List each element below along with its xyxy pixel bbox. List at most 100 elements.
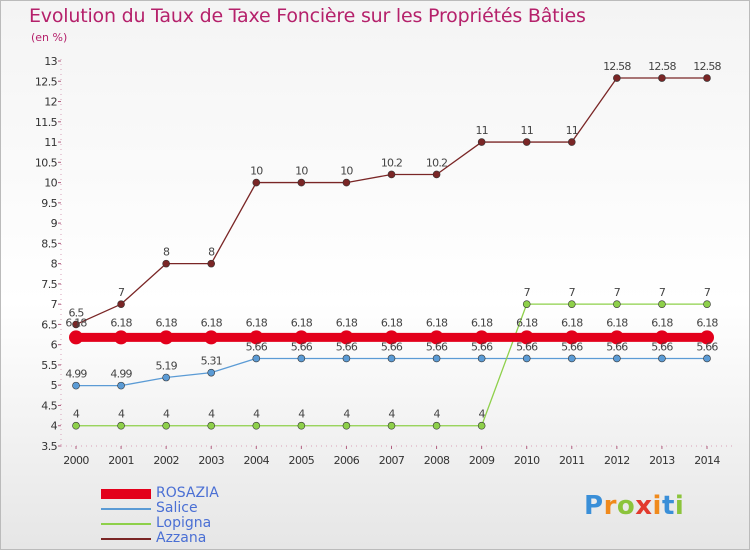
data-point-rosazia [114,330,129,345]
data-point-lopigna [387,421,396,430]
legend-swatch-lopigna [101,523,151,525]
y-tick-label: 7.5 [41,278,57,291]
x-tick-label: 2008 [424,454,450,467]
data-point-azzana [703,74,711,82]
data-point-azzana [117,300,125,308]
y-tick-label: 3.5 [41,440,57,453]
x-tick-label: 2000 [63,454,89,467]
data-label-rosazia: 6.18 [201,316,223,329]
data-point-rosazia [69,330,83,345]
data-point-lopigna [703,300,711,308]
y-axis-ticks: 3.5 4 4.5 5 5.5 6 6.5 7 7.5 8 8.5 9 9.5 10 10.5 11 11.5 1… [35,55,61,453]
y-tick-label: 7 [51,298,58,311]
x-tick-label: 2011 [559,454,585,467]
series-line-azzana [75,77,707,326]
y-tick-label: 12.5 [35,75,58,88]
data-point-lopigna [658,300,666,308]
data-label-salice: 5.66 [291,340,313,353]
data-point-salice [477,354,486,363]
data-point-salice [703,354,711,363]
data-point-salice [522,354,531,363]
data-point-lopigna [162,421,170,430]
x-tick-label: 2003 [198,454,224,467]
legend: ROSAZIA Salice Lopigna Azzana [99,485,299,546]
data-point-rosazia [429,330,444,345]
data-label-lopigna: 4 [343,408,350,421]
x-tick-label: 2002 [153,454,179,467]
data-point-salice [252,354,261,363]
data-point-rosazia [384,330,399,345]
legend-item-azzana: Azzana [99,530,299,546]
legend-label-rosazia: ROSAZIA [156,485,219,501]
data-point-azzana [613,74,621,82]
data-label-salice: 5.66 [651,340,673,353]
data-point-azzana [342,178,351,187]
data-point-azzana [162,259,170,268]
logo-letter: t [661,491,675,521]
data-label-azzana: 10 [295,165,308,178]
data-label-azzana: 10 [340,165,353,178]
data-label-salice: 5.66 [561,340,583,353]
data-point-lopigna [207,421,216,430]
data-label-rosazia: 6.18 [65,316,87,329]
data-point-azzana [387,170,396,179]
data-label-salice: 4.99 [65,368,87,381]
data-point-salice [117,381,125,390]
unit-label: (en %) [31,31,68,44]
data-point-rosazia [519,330,534,345]
data-point-lopigna [297,421,306,430]
data-label-lopigna: 7 [704,286,711,299]
data-label-salice: 5.66 [606,340,628,353]
data-point-salice [342,354,351,363]
y-tick-label: 10.5 [35,156,58,169]
data-label-azzana: 7 [118,286,125,299]
data-point-azzana [658,74,666,82]
legend-item-rosazia: ROSAZIA [99,485,299,501]
data-label-rosazia: 6.18 [336,316,358,329]
data-label-azzana: 8 [163,246,170,259]
data-label-salice: 5.19 [155,360,177,373]
data-label-salice: 4.99 [110,368,132,381]
y-tick-label: 9 [51,217,58,230]
data-label-azzana: 12.58 [603,60,631,73]
data-label-azzana: 8 [208,246,215,259]
data-label-azzana: 10.2 [381,156,402,169]
data-label-salice: 5.66 [516,340,538,353]
y-tick-label: 4.5 [41,399,57,412]
data-label-azzana: 11 [475,124,487,137]
data-point-salice [162,373,170,382]
data-point-salice [387,354,396,363]
data-label-salice: 5.66 [426,340,448,353]
data-point-salice [72,381,80,390]
data-label-salice: 5.66 [696,340,718,353]
data-point-lopigna [522,300,531,308]
x-tick-label: 2004 [243,454,269,467]
data-label-rosazia: 6.18 [291,316,313,329]
y-tick-label: 13 [44,55,57,68]
y-tick-label: 12 [44,96,57,109]
y-tick-label: 6.5 [41,318,57,331]
y-tick-label: 8.5 [41,237,57,250]
data-point-rosazia [249,330,264,345]
x-tick-label: 2006 [334,454,360,467]
logo-letter: x [635,491,653,521]
data-point-salice [432,354,441,363]
data-label-lopigna: 4 [163,408,170,421]
y-tick-label: 11.5 [35,116,58,129]
y-tick-label: 5.5 [41,359,57,372]
y-tick-label: 5 [51,379,58,392]
data-point-azzana [432,170,441,179]
x-tick-label: 2007 [379,454,405,467]
data-label-lopigna: 4 [388,408,395,421]
data-label-salice: 5.66 [471,340,493,353]
data-point-lopigna [477,421,486,430]
data-label-rosazia: 6.18 [155,316,177,329]
data-point-salice [297,354,306,363]
data-label-rosazia: 6.18 [561,316,583,329]
data-label-salice: 5.31 [201,355,222,368]
legend-label-lopigna: Lopigna [156,515,212,531]
data-label-lopigna: 7 [524,286,531,299]
data-label-salice: 5.66 [381,340,403,353]
logo-letter: i [652,491,662,521]
data-label-salice: 5.66 [246,340,268,353]
